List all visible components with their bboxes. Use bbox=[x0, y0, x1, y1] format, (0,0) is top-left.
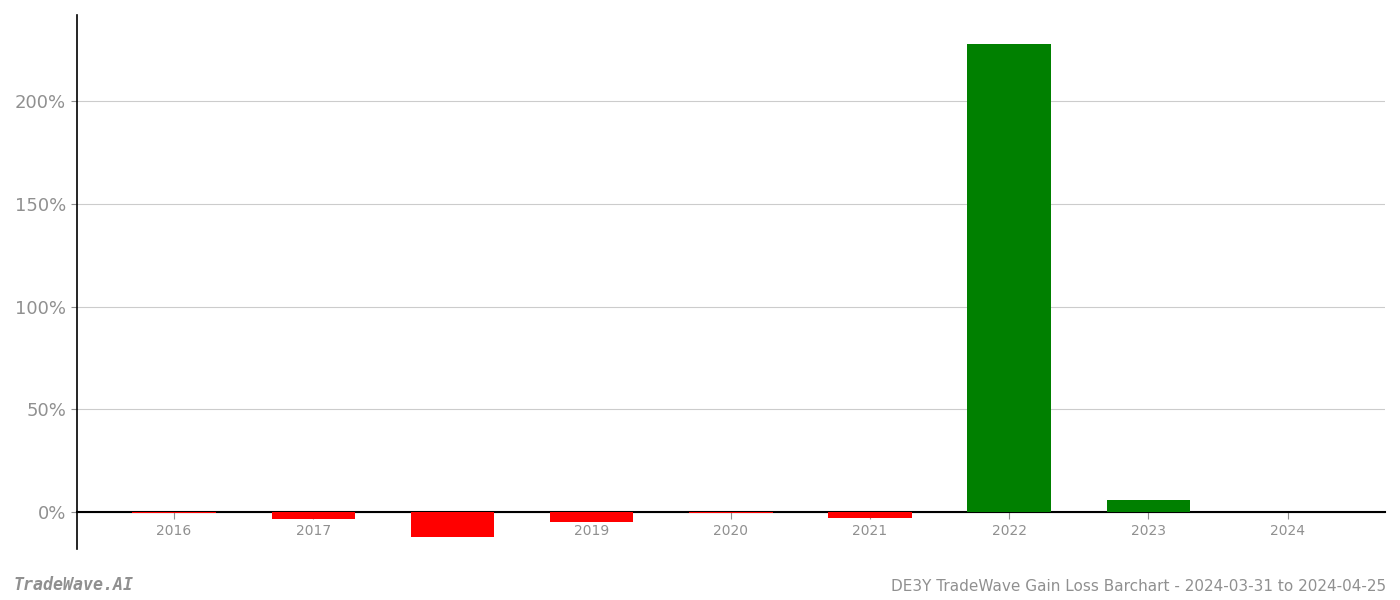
Bar bbox=[550, 512, 633, 522]
Text: TradeWave.AI: TradeWave.AI bbox=[14, 576, 134, 594]
Bar bbox=[410, 512, 494, 536]
Bar bbox=[133, 512, 216, 513]
Bar bbox=[829, 512, 911, 518]
Bar bbox=[272, 512, 356, 518]
Bar bbox=[967, 44, 1051, 512]
Bar bbox=[1106, 500, 1190, 512]
Text: DE3Y TradeWave Gain Loss Barchart - 2024-03-31 to 2024-04-25: DE3Y TradeWave Gain Loss Barchart - 2024… bbox=[890, 579, 1386, 594]
Bar bbox=[689, 512, 773, 513]
